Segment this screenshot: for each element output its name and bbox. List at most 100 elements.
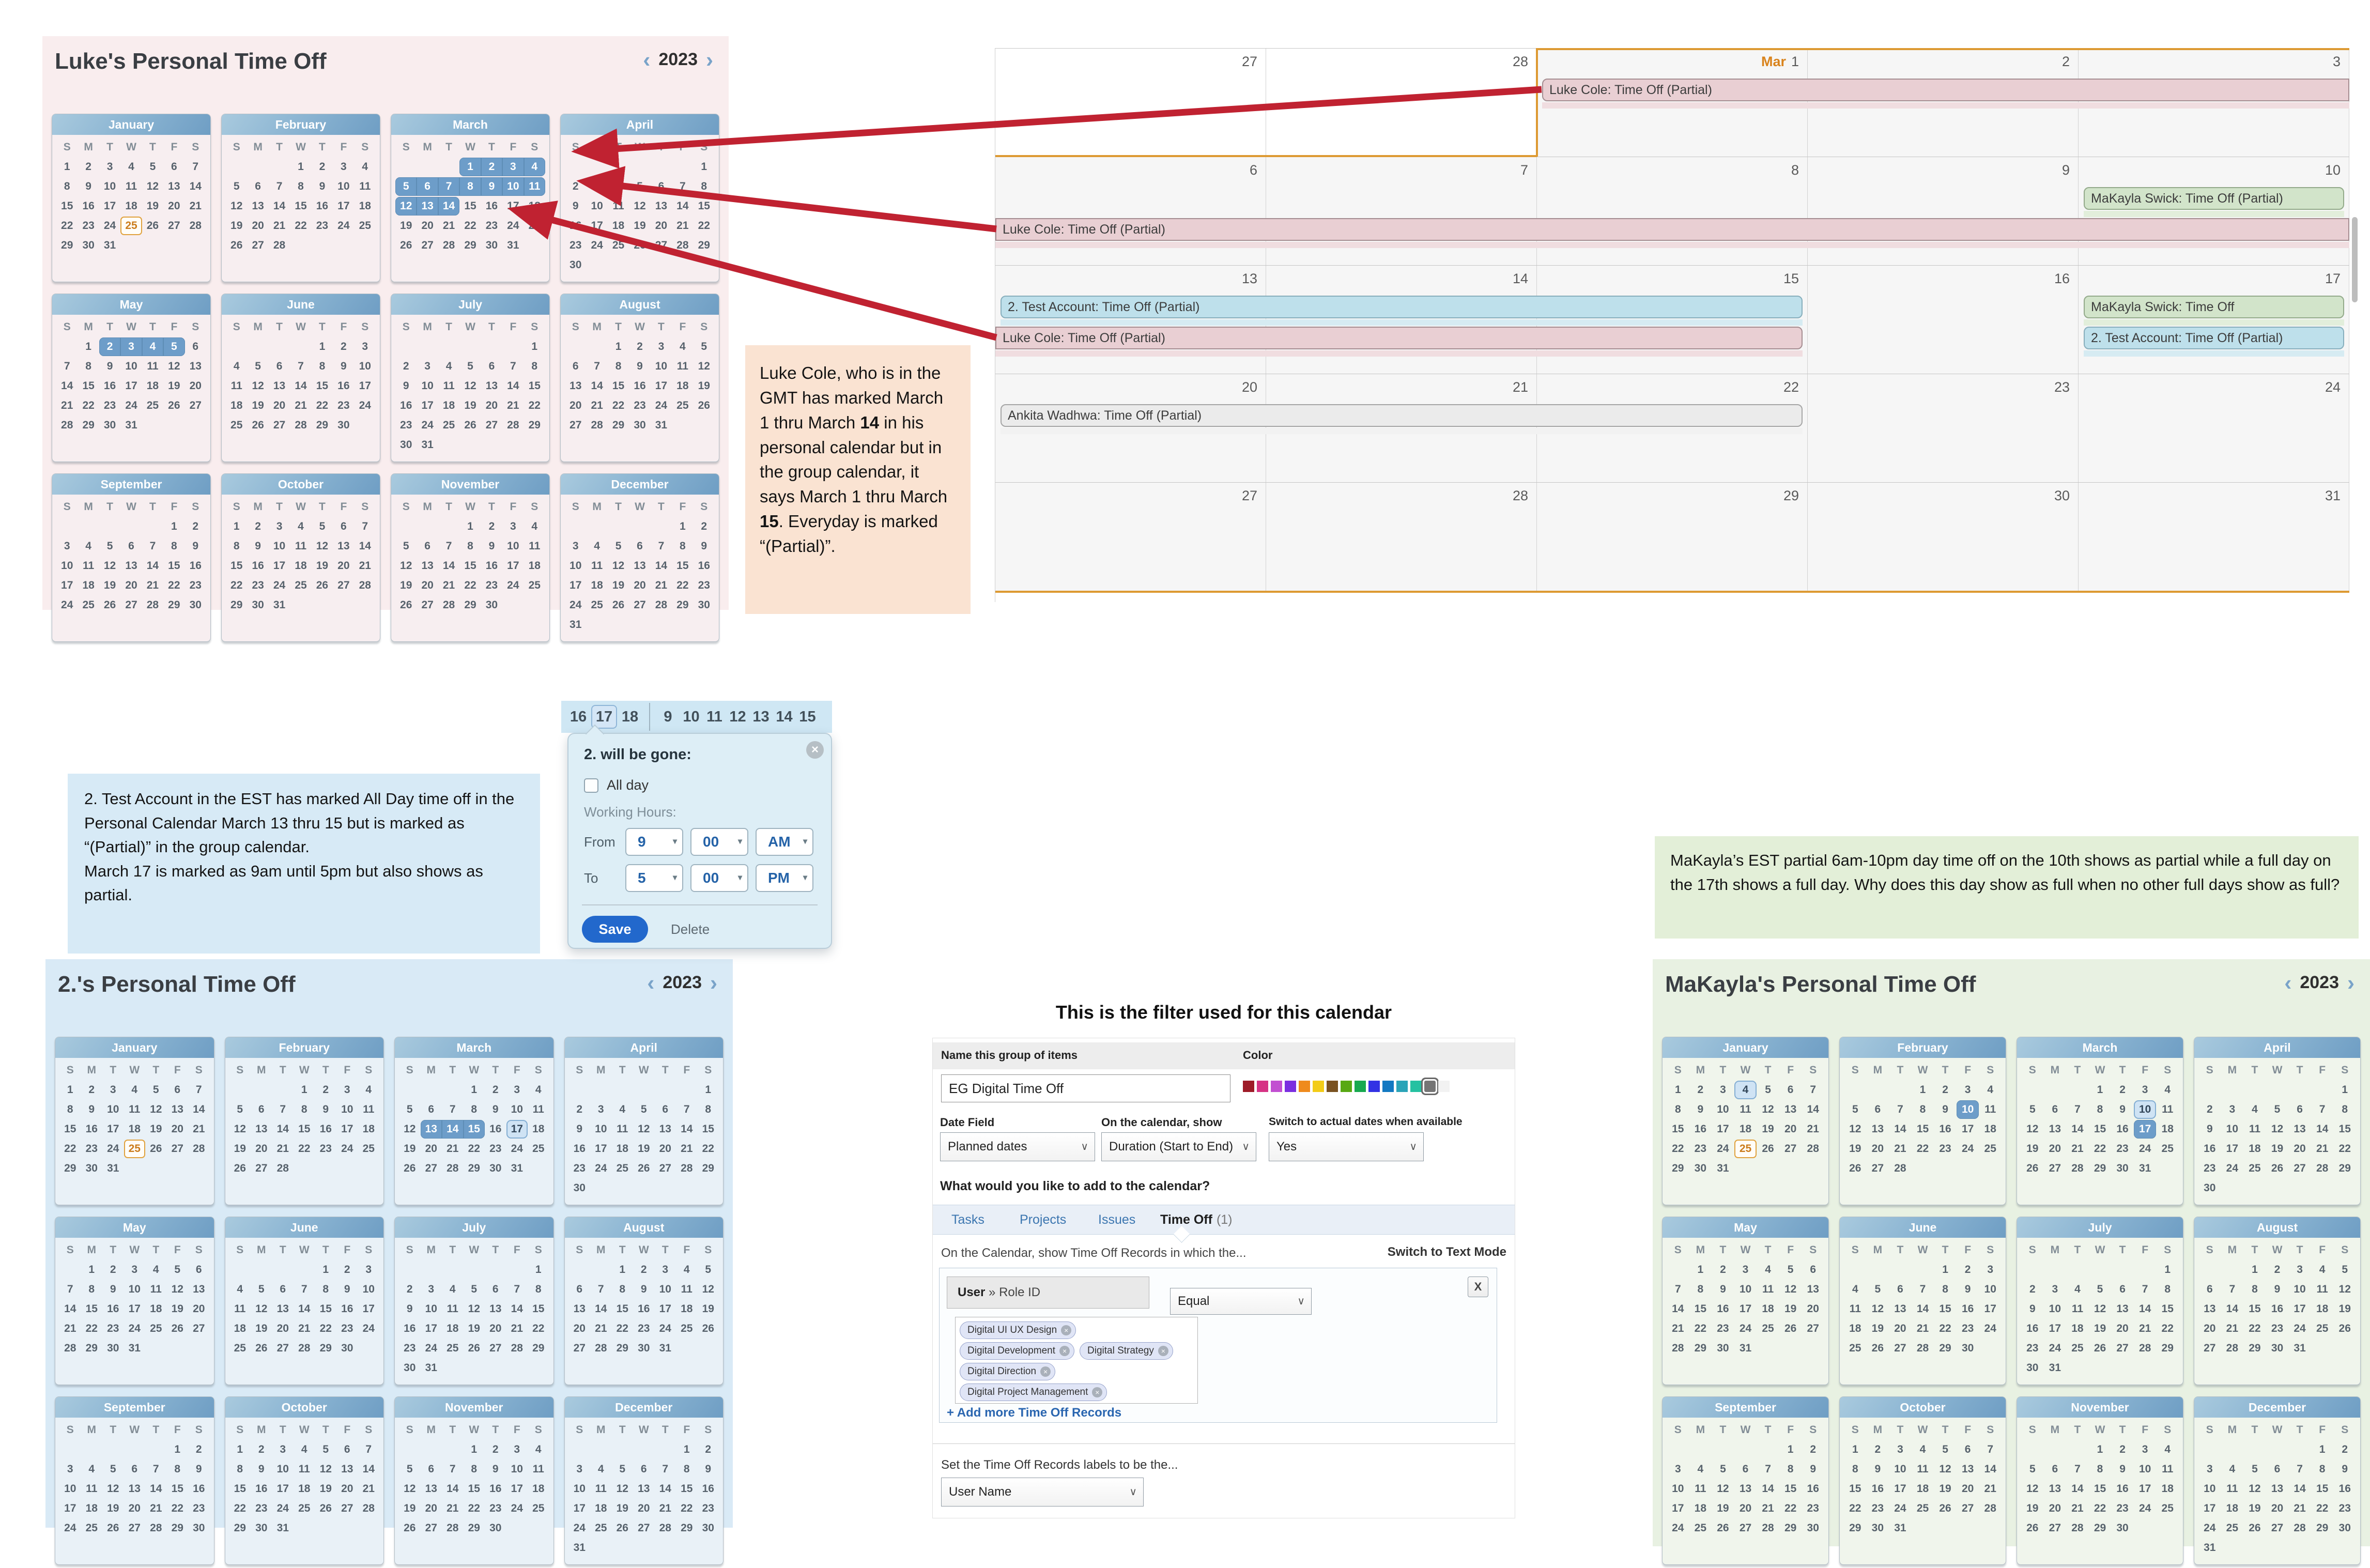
day-cell[interactable]: 27 (189, 399, 202, 411)
day-cell[interactable]: 16 (570, 708, 587, 725)
day-cell[interactable]: 10 (1984, 1283, 1996, 1295)
day-cell[interactable]: 2 (637, 341, 643, 352)
day-cell[interactable]: 16 (404, 1323, 416, 1334)
day-cell[interactable]: 21 (442, 220, 455, 232)
day-cell[interactable]: 15 (230, 560, 243, 572)
day-cell[interactable]: 21 (2071, 1143, 2084, 1155)
day-cell[interactable]: 31 (573, 1542, 586, 1554)
day-cell[interactable]: 17 (362, 1303, 375, 1315)
day-cell[interactable]: 12 (400, 560, 412, 572)
day-cell[interactable]: 26 (171, 1323, 183, 1334)
day-cell[interactable]: 26 (319, 1502, 332, 1514)
day-cell[interactable]: 19 (404, 1502, 416, 1514)
day-cell[interactable]: 30 (103, 419, 116, 431)
day-cell[interactable]: 15 (2161, 1303, 2174, 1315)
day-cell[interactable]: 9 (572, 200, 579, 212)
next-year-icon[interactable]: › (706, 47, 713, 72)
day-cell[interactable]: 20 (1807, 1303, 1819, 1315)
day-cell[interactable]: 3 (1674, 1463, 1681, 1475)
day-cell[interactable]: 4 (301, 1443, 307, 1455)
day-cell[interactable]: 30 (2338, 1522, 2351, 1534)
day-cell[interactable]: 14 (1916, 1303, 1929, 1315)
day-cell[interactable]: 7 (683, 1103, 690, 1115)
day-cell[interactable]: 7 (2319, 1103, 2326, 1115)
day-cell[interactable]: 28 (507, 419, 519, 431)
day-cell[interactable]: 21 (591, 399, 603, 411)
day-cell[interactable]: 7 (680, 180, 686, 192)
day-cell[interactable]: 14 (2071, 1123, 2084, 1135)
day-cell[interactable]: 29 (171, 1522, 183, 1534)
day-cell[interactable]: 30 (489, 1522, 502, 1534)
day-cell[interactable]: 17 (64, 1502, 76, 1514)
group-day-cell[interactable]: 23 (1808, 374, 2079, 482)
to-hour-select[interactable]: 5 ▾ (625, 864, 683, 892)
day-cell[interactable]: 8 (174, 1463, 181, 1475)
day-cell[interactable]: 19 (230, 220, 243, 232)
day-cell[interactable]: 17 (506, 1120, 528, 1139)
day-cell[interactable]: 14 (2226, 1303, 2239, 1315)
day-cell[interactable]: 9 (258, 1463, 265, 1475)
day-cell[interactable]: 17 (570, 579, 582, 591)
day-cell[interactable]: 16 (400, 399, 412, 411)
day-cell[interactable]: 28 (655, 599, 668, 611)
day-cell[interactable]: 7 (149, 540, 156, 552)
day-cell[interactable]: 22 (230, 579, 243, 591)
day-cell[interactable]: 24 (2049, 1342, 2061, 1354)
day-cell[interactable]: 13 (255, 1123, 268, 1135)
day-cell[interactable]: 17 (128, 1303, 141, 1315)
day-cell[interactable]: 10 (591, 200, 603, 212)
day-cell[interactable]: 24 (61, 599, 73, 611)
day-cell[interactable]: 3 (1987, 1264, 1994, 1275)
day-cell[interactable]: 15 (464, 200, 476, 212)
day-cell[interactable]: 21 (1672, 1323, 1684, 1334)
close-icon[interactable]: × (806, 741, 824, 759)
day-cell[interactable]: 12 (150, 1103, 162, 1115)
day-cell[interactable]: 27 (273, 419, 286, 431)
day-cell[interactable]: 3 (106, 161, 113, 173)
day-cell[interactable]: 11 (1984, 1103, 1996, 1115)
day-cell[interactable]: 18 (1849, 1323, 1861, 1334)
day-cell[interactable]: 2 (640, 1264, 647, 1275)
day-cell[interactable]: 28 (1762, 1522, 1774, 1534)
day-cell[interactable]: 27 (2116, 1342, 2129, 1354)
day-cell[interactable]: 28 (276, 1162, 289, 1174)
day-cell[interactable]: 4 (362, 161, 368, 173)
day-cell[interactable]: 12 (1717, 1483, 1729, 1495)
day-cell[interactable]: 19 (1717, 1502, 1729, 1514)
day-cell[interactable]: 16 (103, 380, 116, 392)
day-cell[interactable]: 23 (2026, 1342, 2039, 1354)
day-cell[interactable]: 9 (640, 1283, 647, 1295)
day-cell[interactable]: 9 (255, 540, 261, 552)
day-cell[interactable]: 14 (2138, 1303, 2151, 1315)
day-cell[interactable]: 9 (1697, 1103, 1704, 1115)
day-cell[interactable]: 11 (2316, 1283, 2328, 1295)
day-cell[interactable]: 18 (1916, 1483, 1929, 1495)
day-cell[interactable]: 12 (1871, 1303, 1884, 1315)
day-cell[interactable]: 5 (237, 1103, 243, 1115)
chip-remove-icon[interactable]: × (1061, 1325, 1072, 1335)
day-cell[interactable]: 8 (683, 1463, 690, 1475)
day-cell[interactable]: 12 (404, 1123, 416, 1135)
day-cell[interactable]: 19 (319, 1483, 332, 1495)
day-cell[interactable]: 27 (1807, 1323, 1819, 1334)
day-cell[interactable]: 21 (655, 579, 668, 591)
day-cell[interactable]: 11 (147, 360, 159, 372)
labels-select[interactable]: User Name ∨ (941, 1478, 1144, 1506)
day-cell[interactable]: 4 (680, 341, 686, 352)
day-cell[interactable]: 30 (638, 1342, 650, 1354)
day-cell[interactable]: 15 (681, 1483, 693, 1495)
day-cell[interactable]: 14 (1984, 1463, 1996, 1475)
day-cell[interactable]: 22 (64, 1143, 76, 1155)
day-cell[interactable]: 25 (2249, 1162, 2261, 1174)
day-cell[interactable]: 25 (1849, 1342, 1861, 1354)
day-cell[interactable]: 21 (2316, 1143, 2329, 1155)
day-cell[interactable]: 2 (192, 520, 199, 532)
day-cell[interactable]: 7 (514, 1283, 520, 1295)
day-cell[interactable]: 4 (524, 158, 545, 176)
day-cell[interactable]: 16 (107, 1303, 119, 1315)
day-cell[interactable]: 16 (2204, 1143, 2216, 1155)
day-cell[interactable]: 13 (168, 180, 180, 192)
day-cell[interactable]: 12 (2338, 1283, 2351, 1295)
timeoff-bar[interactable]: Luke Cole: Time Off (Partial) (995, 218, 2349, 241)
day-cell[interactable]: 22 (532, 1323, 545, 1334)
